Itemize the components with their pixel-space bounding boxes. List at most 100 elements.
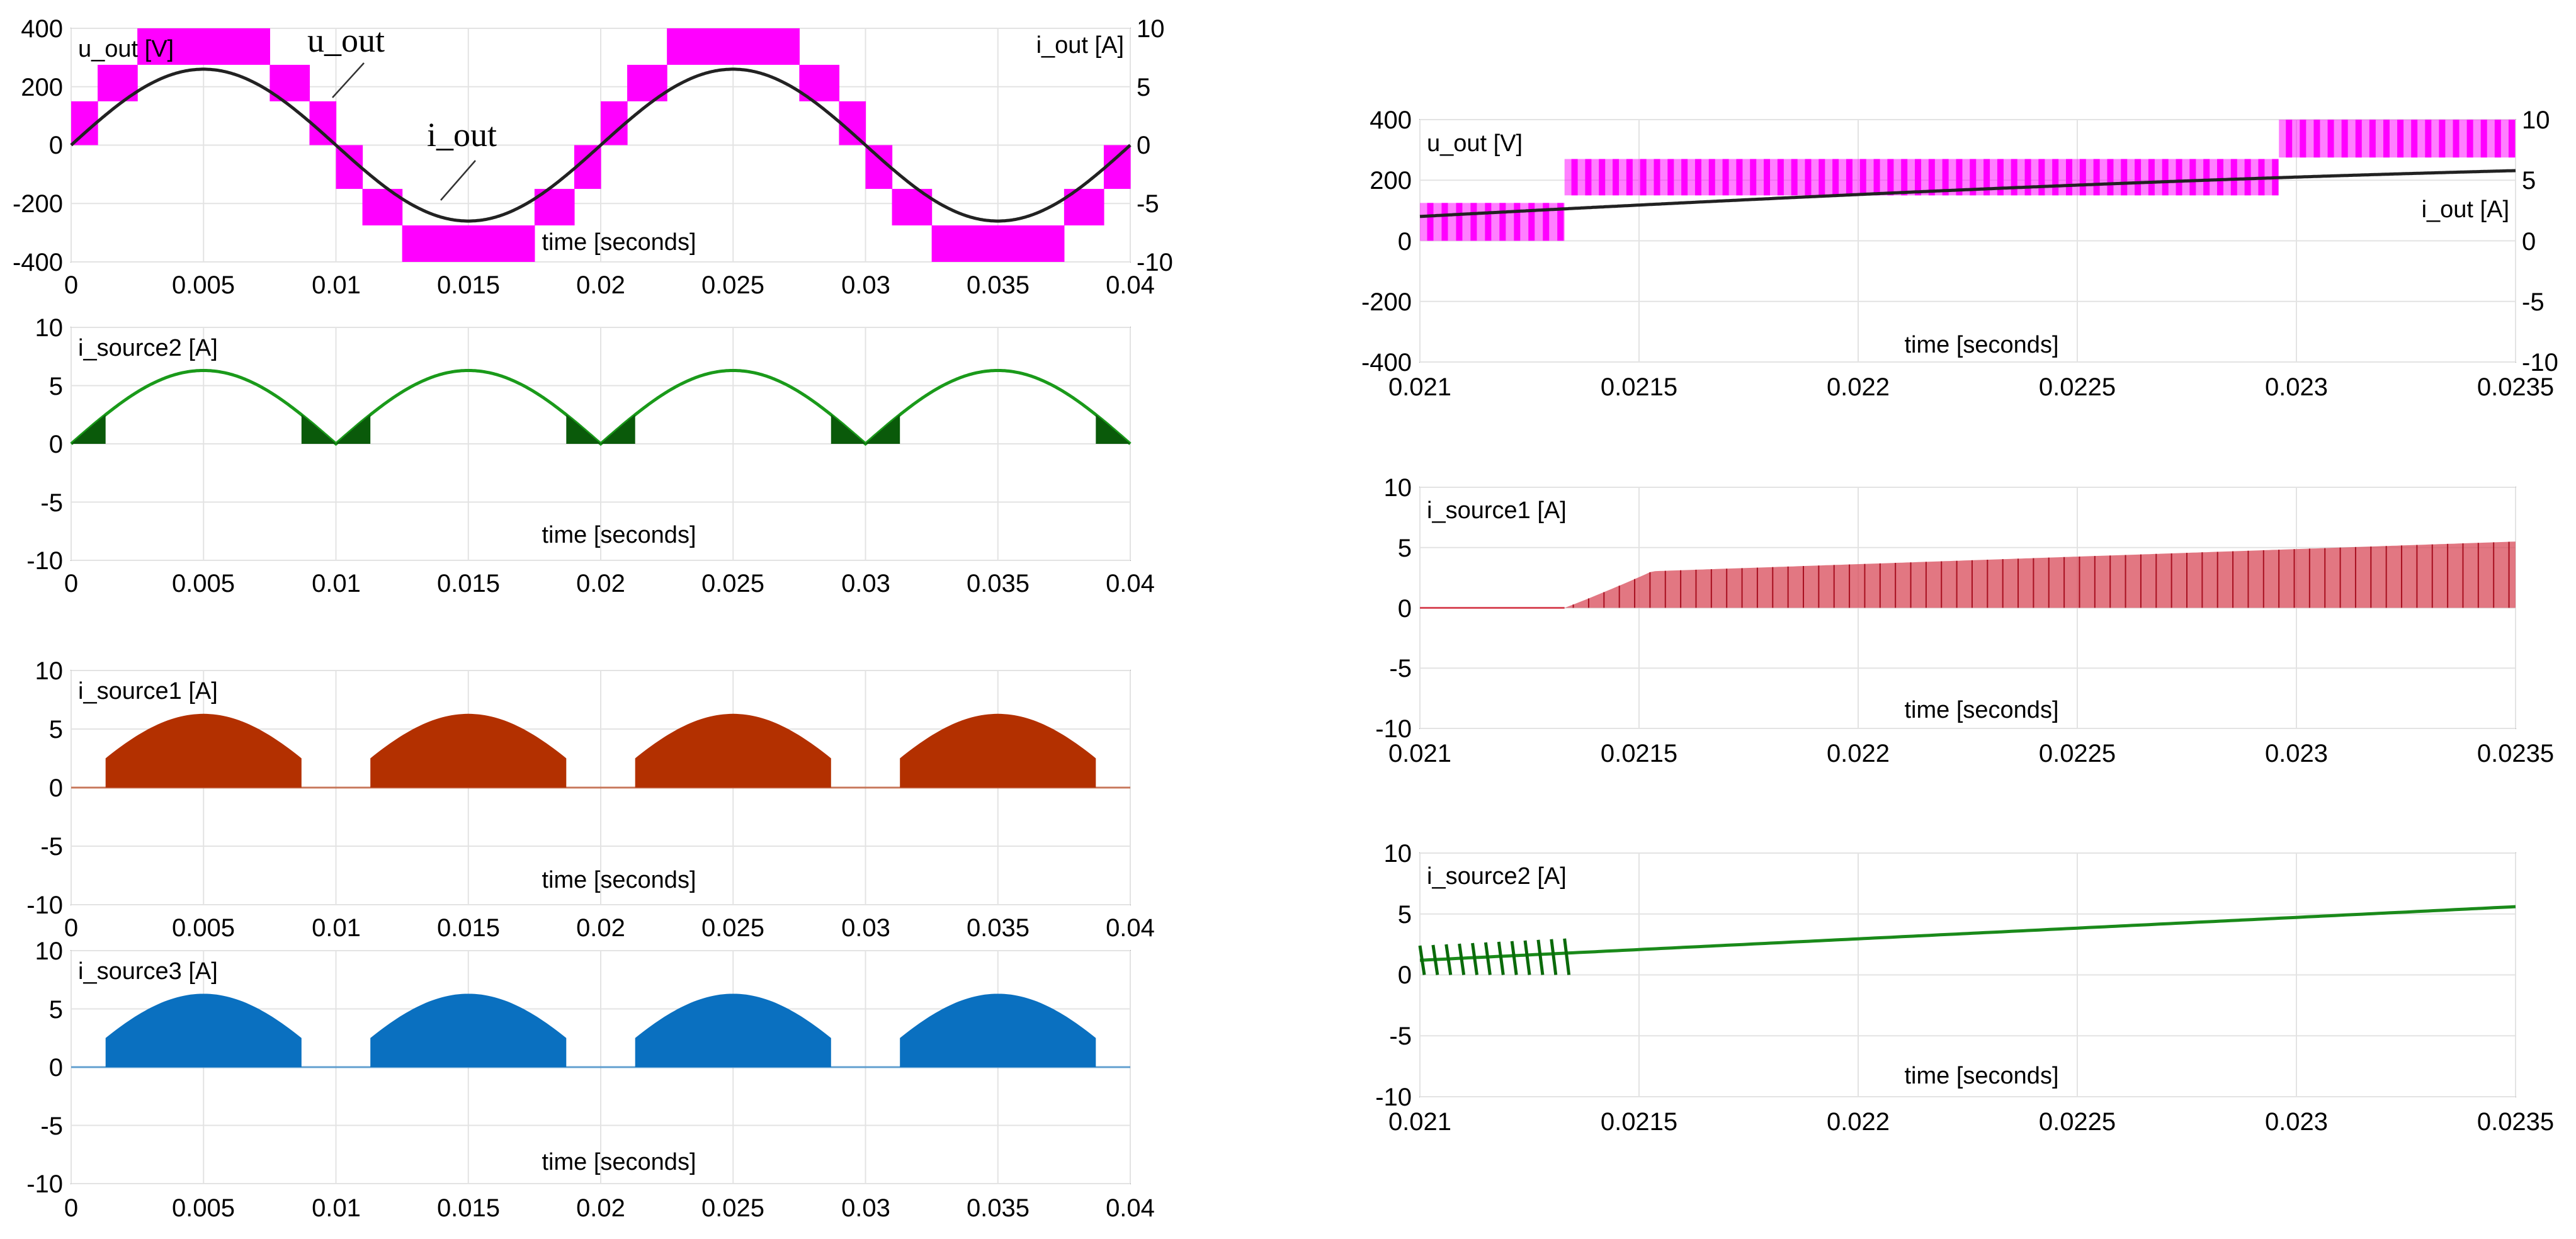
y-tick-label: 400 <box>21 15 63 43</box>
y-tick-label: 0 <box>1398 595 1412 623</box>
pulse-lobe <box>635 713 831 788</box>
y-tick-label: -5 <box>1389 655 1412 682</box>
i-source2-ripple <box>301 414 336 444</box>
u-out-bar <box>746 28 760 65</box>
x-tick-label: 0.0215 <box>1601 1108 1677 1136</box>
x-tick-label: 0.0225 <box>2039 740 2116 767</box>
panel-i-source3-full: 10 5 0 -5 -10 0 0.005 0.01 0.015 0.02 0.… <box>26 937 1155 1222</box>
u-out-bar <box>786 28 800 65</box>
y-right-axis-label: i_out [A] <box>1036 32 1124 59</box>
u-out-bar <box>203 28 217 65</box>
ripple-stroke <box>1497 941 1505 975</box>
u-out-bar <box>190 28 204 65</box>
y-ticks-left: 10 5 0 -5 -10 <box>26 937 63 1198</box>
x-axis-label: time [seconds] <box>542 867 696 893</box>
u-out-bar <box>375 189 390 226</box>
u-out-bar <box>812 64 827 101</box>
u-out-pulse <box>1736 159 1743 196</box>
x-tick-label: 0.005 <box>172 914 235 942</box>
u-out-pulse <box>1956 159 1963 196</box>
u-out-bar <box>640 64 654 101</box>
u-out-bar <box>415 225 429 262</box>
panel-u-out-full: 400 200 0 -200 -400 10 5 0 -5 -10 0 0.00… <box>13 15 1173 299</box>
x-tick-label: 0.04 <box>1106 1194 1155 1222</box>
x-tick-label: 0.04 <box>1106 271 1155 299</box>
u-out-bar <box>667 28 681 65</box>
y-right-tick-label: 0 <box>2522 228 2536 256</box>
u-out-pulse <box>1427 203 1434 241</box>
u-out-bar <box>468 225 482 262</box>
y-tick-label: 0 <box>49 1054 63 1082</box>
u-out-pulse <box>2411 120 2418 158</box>
panel-i-source2-full: 10 5 0 -5 -10 0 0.005 0.01 0.015 0.02 0.… <box>26 314 1155 597</box>
x-tick-label: 0.035 <box>967 914 1030 942</box>
x-tick-label: 0.03 <box>841 1194 890 1222</box>
traces <box>71 713 1130 789</box>
pulse-lobe <box>900 713 1096 788</box>
traces <box>70 28 1132 262</box>
u-out-pulse <box>1887 159 1894 196</box>
u-out-bar <box>878 145 893 190</box>
u-out-bar <box>441 225 456 262</box>
x-tick-label: 0.01 <box>312 570 361 597</box>
x-ticks: 0 0.005 0.01 0.015 0.02 0.025 0.03 0.035… <box>64 914 1155 942</box>
u-out-pulse <box>2453 120 2460 158</box>
u-out-bar <box>309 101 324 145</box>
u-out-pulse <box>2466 120 2473 158</box>
y-tick-label: 10 <box>1384 840 1412 868</box>
y-tick-label: 5 <box>49 996 63 1024</box>
u-out-bar <box>759 28 773 65</box>
x-tick-label: 0 <box>64 570 78 597</box>
x-tick-label: 0.021 <box>1388 740 1451 767</box>
y-ticks-left: 10 5 0 -5 -10 <box>1375 474 1412 743</box>
y-tick-label: 0 <box>1398 961 1412 989</box>
u-out-bar <box>560 189 575 226</box>
y-tick-label: -200 <box>1361 288 1412 316</box>
y-ticks-left: 10 5 0 -5 -10 <box>26 657 63 919</box>
x-tick-label: 0.02 <box>576 1194 625 1222</box>
y-ticks-right: 10 5 0 -5 -10 <box>2522 106 2558 376</box>
u-out-bar <box>98 64 111 101</box>
annotation-arrow-u-out <box>332 62 365 98</box>
u-out-pulse <box>1667 159 1674 196</box>
y-ticks-left: 400 200 0 -200 -400 <box>1361 106 1412 376</box>
u-out-pulse <box>2508 120 2515 158</box>
y-tick-label: 0 <box>49 774 63 802</box>
u-out-pulse <box>2093 159 2100 196</box>
u-out-pulse <box>1499 203 1506 241</box>
x-tick-label: 0.04 <box>1106 570 1155 597</box>
x-axis-label: time [seconds] <box>1905 697 2059 723</box>
u-out-pulse <box>1456 203 1463 241</box>
ripple-stroke <box>1484 942 1492 975</box>
u-out-pulse <box>2052 159 2059 196</box>
ripple-stroke <box>1510 941 1518 975</box>
y-axis-label: i_source3 [A] <box>78 958 218 985</box>
y-tick-label: -10 <box>26 1170 63 1198</box>
u-out-bar <box>826 64 840 101</box>
u-out-pulse <box>1750 159 1757 196</box>
x-tick-label: 0.03 <box>841 570 890 597</box>
i-source2-ripple <box>831 414 866 444</box>
x-axis-label: time [seconds] <box>542 522 696 548</box>
y-axis-label: u_out [V] <box>78 36 174 62</box>
y-right-tick-label: 10 <box>1137 15 1165 43</box>
x-tick-label: 0.023 <box>2265 373 2328 401</box>
i-source2-ripple <box>601 414 635 444</box>
x-tick-label: 0.02 <box>576 914 625 942</box>
u-out-bar <box>905 189 919 226</box>
y-ticks-left: 10 5 0 -5 -10 <box>26 314 63 575</box>
x-tick-label: 0.021 <box>1388 1108 1451 1136</box>
x-axis-label: time [seconds] <box>542 1149 696 1175</box>
u-out-bar <box>243 28 257 65</box>
u-out-bar <box>494 225 509 262</box>
y-tick-label: -5 <box>40 1112 63 1140</box>
y-axis-label: i_source1 [A] <box>1427 497 1567 524</box>
u-out-pulse <box>1983 159 1990 196</box>
x-tick-label: 0.025 <box>701 271 764 299</box>
y-tick-label: 0 <box>49 431 63 458</box>
u-out-pulse <box>1764 159 1771 196</box>
pulse-lobe <box>105 993 302 1067</box>
ripple-stroke <box>1458 943 1466 975</box>
u-out-pulse <box>1514 203 1521 241</box>
u-out-pulse <box>1485 203 1492 241</box>
